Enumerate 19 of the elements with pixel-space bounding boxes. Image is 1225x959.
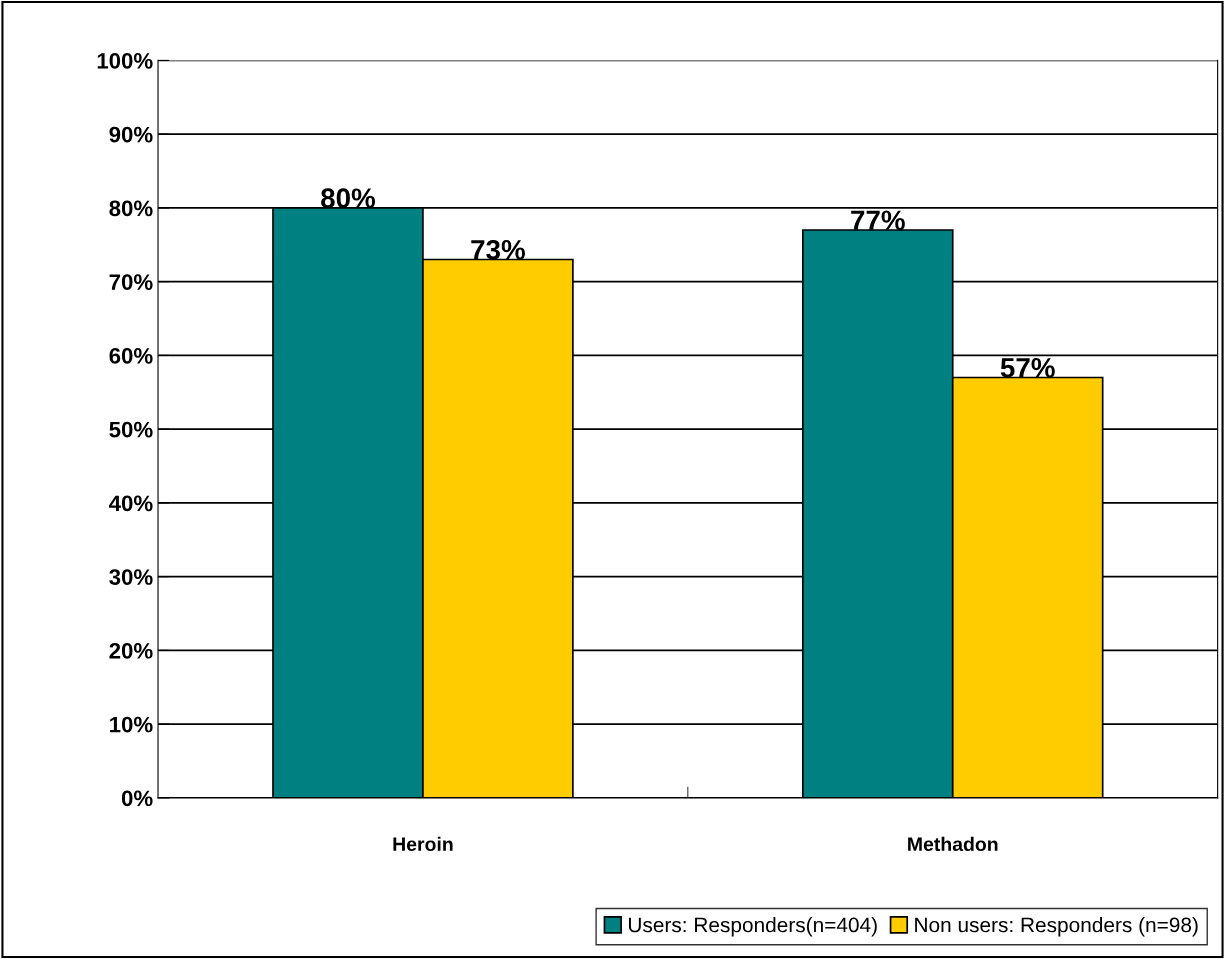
text: 77%	[851, 210, 905, 231]
y-tick-label: 30%	[109, 569, 153, 585]
y-tick-label: 40%	[109, 495, 153, 512]
text: 80%	[321, 188, 376, 208]
legend-label: Non users: Responders (n=98)	[915, 916, 1198, 937]
y-tick-label: 50%	[109, 421, 153, 438]
y-tick-label: 70%	[109, 274, 153, 290]
y-tick-label: 0%	[121, 790, 153, 807]
y-tick-label: 100%	[97, 52, 153, 69]
x-tick-label: Heroin	[393, 836, 453, 852]
y-tick-label: 10%	[110, 716, 153, 733]
text: 57%	[1000, 357, 1055, 378]
y-tick-label: 80%	[109, 200, 153, 217]
legend-label: Users: Responders(n=404)	[628, 916, 877, 937]
text: 73%	[471, 239, 525, 260]
y-tick-label: 20%	[109, 642, 153, 659]
x-tick-label: Methadon	[908, 836, 998, 852]
y-tick-label: 60%	[109, 347, 153, 364]
y-tick-label: 90%	[109, 126, 153, 143]
